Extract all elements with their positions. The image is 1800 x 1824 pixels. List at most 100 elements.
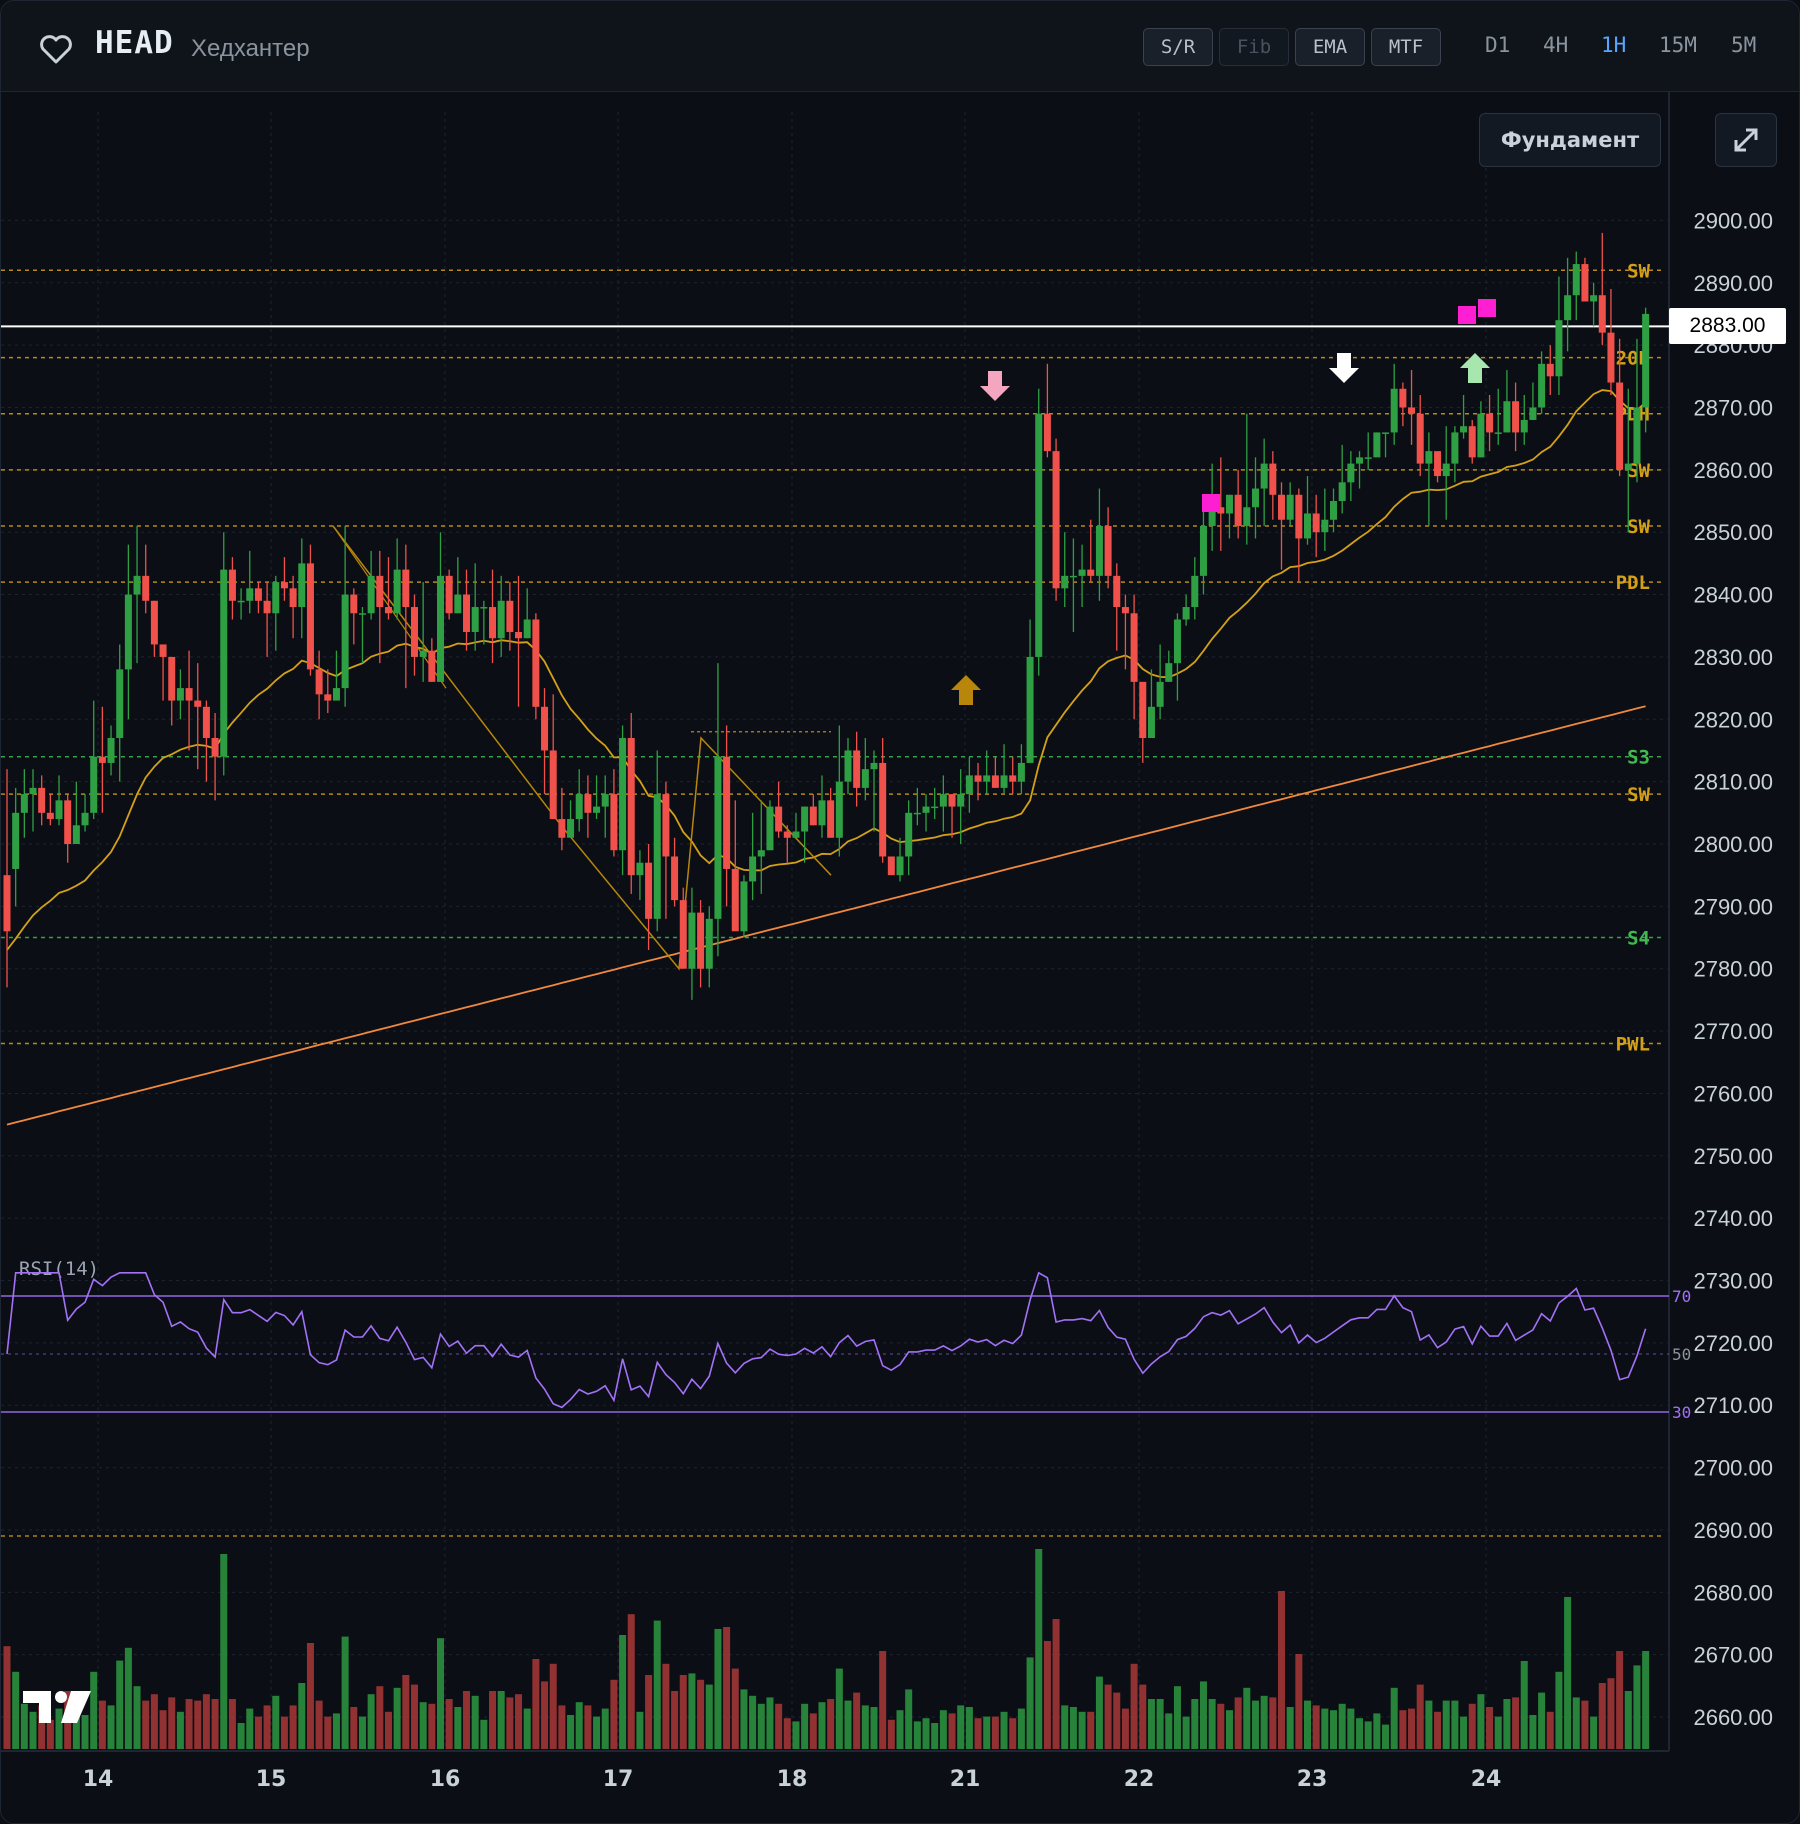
timeframe-15m[interactable]: 15M: [1659, 33, 1697, 57]
timeframe-4h[interactable]: 4H: [1543, 33, 1569, 57]
volume-bar: [515, 1694, 523, 1749]
candle-body: [1616, 382, 1624, 470]
volume-bar: [870, 1707, 878, 1749]
volume-bar: [853, 1692, 861, 1749]
volume-bar: [627, 1614, 635, 1749]
rsi-level-label: 50: [1672, 1345, 1691, 1364]
timeframe-1h[interactable]: 1H: [1601, 33, 1627, 57]
volume-bar: [1399, 1710, 1407, 1749]
volume-bar: [1286, 1707, 1294, 1749]
volume-bar: [1503, 1699, 1511, 1749]
y-tick-label: 2740.00: [1693, 1206, 1773, 1231]
volume-bar: [1546, 1711, 1554, 1749]
candle-body: [766, 806, 774, 851]
volume-bar: [393, 1687, 401, 1749]
volume-bar: [1243, 1687, 1251, 1749]
candle-body: [688, 912, 696, 969]
candle-body: [1182, 607, 1190, 620]
candle-body: [324, 694, 332, 701]
volume-bar: [1468, 1703, 1476, 1749]
y-tick-label: 2660.00: [1693, 1705, 1773, 1730]
volume-bar: [879, 1651, 887, 1749]
candle-body: [983, 775, 991, 782]
volume-bar: [965, 1707, 973, 1749]
volume-bar: [1633, 1665, 1641, 1749]
candle-body: [896, 856, 904, 876]
volume-bar: [1295, 1654, 1303, 1749]
timeframe-5m[interactable]: 5M: [1731, 33, 1757, 57]
candle-body: [1251, 488, 1259, 508]
y-tick-label: 2760.00: [1693, 1081, 1773, 1106]
candle-body: [1581, 264, 1589, 302]
volume-bar: [254, 1716, 262, 1749]
volume-bar: [419, 1702, 427, 1749]
y-tick-label: 2870.00: [1693, 395, 1773, 420]
volume-bar: [610, 1679, 618, 1749]
candle-body: [974, 775, 982, 782]
candle-body: [12, 812, 20, 869]
volume-bar: [272, 1695, 280, 1749]
fundamentals-button[interactable]: Фундамент: [1479, 113, 1661, 167]
candle-body: [679, 900, 687, 969]
volume-bar: [211, 1699, 219, 1749]
y-tick-label: 2830.00: [1693, 645, 1773, 670]
volume-bar: [1113, 1692, 1121, 1749]
volume-bar: [1156, 1699, 1164, 1749]
expand-button[interactable]: [1715, 113, 1777, 167]
volume-bar: [1330, 1710, 1338, 1749]
tool-sr-button[interactable]: S/R: [1143, 28, 1213, 66]
volume-bar: [358, 1716, 366, 1749]
volume-bar: [991, 1716, 999, 1749]
volume-bar: [861, 1705, 869, 1749]
volume-bar: [844, 1700, 852, 1749]
tool-mtf-button[interactable]: MTF: [1371, 28, 1441, 66]
candle-body: [1043, 413, 1051, 452]
candle-body: [367, 575, 375, 614]
volume-bar: [437, 1638, 444, 1749]
volume-bar: [367, 1694, 375, 1749]
candle-body: [3, 875, 11, 932]
volume-bar: [1451, 1700, 1459, 1749]
candle-body: [645, 862, 653, 919]
timeframe-d1[interactable]: D1: [1485, 33, 1511, 57]
candle-body: [384, 607, 392, 614]
volume-bar: [1347, 1708, 1355, 1749]
candle-body: [549, 750, 557, 820]
volume-bar: [801, 1703, 809, 1749]
candle-body: [523, 619, 531, 639]
volume-bar: [1590, 1716, 1598, 1749]
volume-bar: [1147, 1699, 1155, 1749]
candle-body: [1468, 426, 1476, 458]
volume-bar: [202, 1694, 210, 1749]
candle-body: [1061, 575, 1069, 589]
candle-body: [1477, 413, 1485, 458]
candle-body: [835, 781, 843, 838]
tool-ema-button[interactable]: EMA: [1295, 28, 1365, 66]
candle-body: [332, 688, 340, 701]
candle-body: [1304, 513, 1311, 539]
volume-bar: [1520, 1661, 1528, 1749]
candle-body: [922, 806, 930, 813]
candle-body: [1503, 401, 1511, 433]
candle-body: [1425, 451, 1433, 464]
volume-bar: [142, 1700, 150, 1749]
volume-bar: [1104, 1684, 1112, 1749]
candle-body: [280, 582, 288, 589]
candle-body: [1347, 463, 1355, 483]
volume-bar: [1009, 1718, 1017, 1749]
volume-bar: [939, 1710, 947, 1749]
x-tick-label: 14: [83, 1767, 114, 1792]
tool-fib-button[interactable]: Fib: [1219, 28, 1289, 66]
volume-bar: [1477, 1694, 1485, 1749]
candle-body: [532, 619, 540, 707]
candle-body: [1494, 432, 1502, 434]
volume-bar: [237, 1723, 245, 1749]
price-chart[interactable]: 2900.002890.002880.002870.002860.002850.…: [1, 92, 1799, 1823]
heart-icon[interactable]: [39, 34, 73, 64]
rsi-level-label: 30: [1672, 1403, 1691, 1422]
x-tick-label: 16: [430, 1767, 461, 1792]
candle-body: [29, 787, 37, 795]
volume-bar: [350, 1707, 358, 1749]
candle-body: [879, 762, 887, 857]
company-name: Хедхантер: [191, 35, 310, 62]
